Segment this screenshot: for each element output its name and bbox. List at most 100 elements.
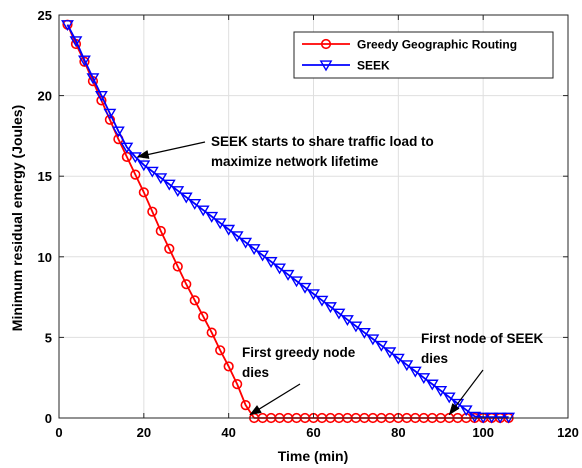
data-point xyxy=(232,379,243,390)
x-tick-label: 0 xyxy=(55,425,62,440)
data-point xyxy=(128,152,142,164)
data-point xyxy=(61,20,74,31)
y-tick-label: 15 xyxy=(38,169,52,184)
data-point xyxy=(240,400,251,411)
annotation-text: dies xyxy=(421,351,448,366)
data-point xyxy=(391,353,405,365)
y-tick-label: 25 xyxy=(38,8,52,23)
x-tick-label: 60 xyxy=(306,425,320,440)
data-point xyxy=(223,361,234,372)
annotation-seek-share: SEEK starts to share traffic load to maxi… xyxy=(136,134,434,169)
data-point xyxy=(120,142,134,154)
data-point xyxy=(86,73,100,85)
data-point xyxy=(468,411,482,423)
data-point xyxy=(137,160,151,172)
x-tick-label: 40 xyxy=(221,425,235,440)
data-point xyxy=(94,90,108,102)
data-point xyxy=(434,385,448,397)
data-point xyxy=(103,108,117,120)
data-point xyxy=(179,192,193,204)
data-point xyxy=(145,166,159,178)
data-point xyxy=(69,36,83,48)
data-point xyxy=(459,405,473,417)
data-point xyxy=(213,218,227,230)
data-point xyxy=(188,199,202,210)
legend-box xyxy=(293,31,554,79)
data-point xyxy=(78,55,91,67)
x-tick-label: 80 xyxy=(391,425,405,440)
y-tick-label: 20 xyxy=(38,89,52,104)
data-point xyxy=(196,205,210,217)
data-point xyxy=(206,327,217,338)
data-point xyxy=(164,243,175,254)
x-axis-label: Time (min) xyxy=(278,448,349,464)
annotation-text: maximize network lifetime xyxy=(211,154,379,169)
axis-ticks: 0 20 40 60 80 100 120 0 5 10 15 20 25 xyxy=(38,8,579,440)
data-point xyxy=(357,327,371,339)
data-point xyxy=(155,225,166,237)
annotation-greedy-dies: First greedy node dies xyxy=(242,345,356,416)
legend-marker xyxy=(320,38,332,50)
data-point xyxy=(181,279,192,290)
data-point xyxy=(239,237,253,249)
annotation-arrowhead xyxy=(448,403,460,416)
data-point xyxy=(111,126,125,138)
data-point xyxy=(315,295,329,307)
data-point xyxy=(290,276,303,288)
data-point xyxy=(130,169,141,180)
data-point xyxy=(307,289,320,301)
data-point xyxy=(273,263,286,275)
data-point xyxy=(215,345,226,356)
data-point xyxy=(205,211,219,223)
data-point xyxy=(417,373,431,385)
data-point xyxy=(366,334,380,346)
y-axis-label: Minimum residual energy (Joules) xyxy=(9,105,25,331)
data-point xyxy=(256,250,270,262)
data-point xyxy=(281,269,295,281)
data-point xyxy=(147,206,158,217)
data-point xyxy=(162,179,176,191)
data-point xyxy=(189,295,200,306)
data-point xyxy=(349,321,363,333)
y-tick-label: 0 xyxy=(45,411,52,426)
data-point xyxy=(222,224,236,236)
data-point xyxy=(408,366,422,378)
annotation-arrowhead xyxy=(249,405,262,416)
annotation-text: dies xyxy=(242,365,269,380)
annotation-seek-dies: First node of SEEK dies xyxy=(421,331,544,416)
data-point xyxy=(374,340,388,352)
data-point xyxy=(341,315,354,326)
data-point xyxy=(171,186,185,198)
data-point xyxy=(264,257,278,268)
annotations: SEEK starts to share traffic load to maxi… xyxy=(136,134,544,416)
x-tick-label: 100 xyxy=(472,425,494,440)
legend-marker xyxy=(319,60,333,72)
y-tick-label: 5 xyxy=(45,330,52,345)
data-point xyxy=(230,231,244,243)
data-point xyxy=(425,379,439,391)
annotation-text: First greedy node xyxy=(242,345,356,360)
data-point xyxy=(198,311,209,322)
x-tick-label: 20 xyxy=(137,425,151,440)
annotation-text: SEEK starts to share traffic load to xyxy=(211,134,434,149)
data-point xyxy=(138,187,149,198)
y-tick-label: 10 xyxy=(38,250,52,265)
data-point xyxy=(442,392,456,404)
data-point xyxy=(247,244,261,256)
data-point xyxy=(400,360,414,372)
data-point xyxy=(154,173,168,185)
x-tick-label: 120 xyxy=(557,425,579,440)
legend: Greedy Geographic Routing SEEK xyxy=(293,31,554,79)
annotation-text: First node of SEEK xyxy=(421,331,544,346)
data-point xyxy=(324,302,337,314)
legend-label: SEEK xyxy=(357,59,390,73)
data-point xyxy=(172,261,183,272)
data-point xyxy=(451,398,465,410)
data-point xyxy=(383,347,397,359)
legend-label: Greedy Geographic Routing xyxy=(357,38,517,52)
data-point xyxy=(332,308,346,320)
annotation-arrowhead xyxy=(136,149,150,159)
data-point xyxy=(104,114,115,125)
data-point xyxy=(298,282,312,294)
